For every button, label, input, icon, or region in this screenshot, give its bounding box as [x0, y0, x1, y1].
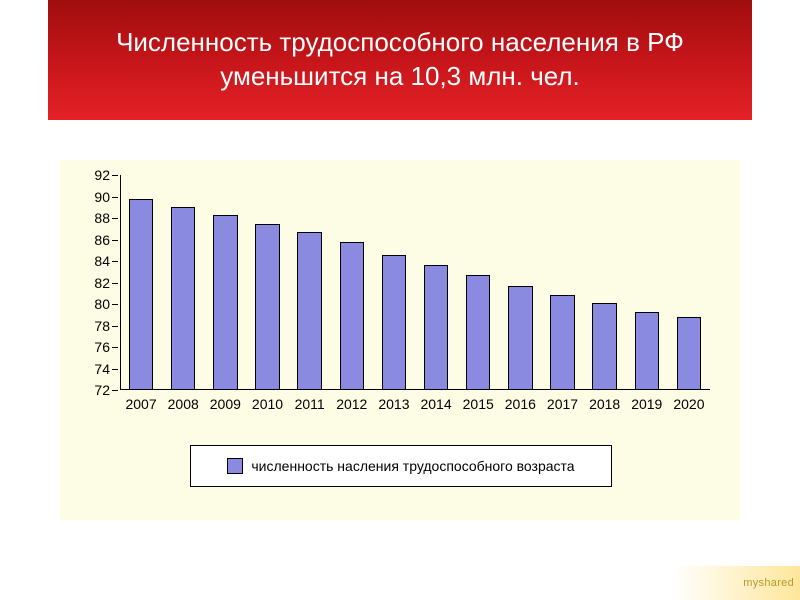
- y-tick: [112, 261, 118, 262]
- y-tick: [112, 218, 118, 219]
- bar: [340, 242, 364, 390]
- watermark: myshared: [670, 566, 800, 600]
- y-tick-label: 90: [94, 189, 110, 205]
- bar: [382, 255, 406, 390]
- chart-panel: 72 74 76 78 80 82 84 86 88 90 92 2007 2008 2009 2010 20…: [60, 160, 740, 520]
- y-tick: [112, 175, 118, 176]
- y-tick-label: 86: [94, 232, 110, 248]
- bar: [508, 286, 532, 390]
- legend-swatch: [227, 458, 243, 474]
- x-tick-label: 2012: [336, 396, 367, 412]
- bar: [171, 207, 195, 390]
- x-tick-label: 2008: [168, 396, 199, 412]
- y-tick-label: 92: [94, 167, 110, 183]
- bar: [129, 199, 153, 390]
- bar: [592, 303, 616, 390]
- x-tick-label: 2020: [673, 396, 704, 412]
- y-tick-label: 72: [94, 382, 110, 398]
- x-tick-label: 2014: [420, 396, 451, 412]
- chart-legend: численность насления трудоспособного воз…: [190, 445, 612, 487]
- bar: [255, 224, 279, 390]
- x-tick-label: 2017: [547, 396, 578, 412]
- slide-title: Численность трудоспособного населения в …: [48, 0, 752, 120]
- y-tick: [112, 240, 118, 241]
- y-tick-label: 84: [94, 253, 110, 269]
- y-axis: [120, 175, 121, 390]
- bar: [550, 295, 574, 390]
- bar: [424, 265, 448, 390]
- x-tick-label: 2013: [378, 396, 409, 412]
- legend-label: численность насления трудоспособного воз…: [251, 458, 574, 474]
- x-tick-label: 2009: [210, 396, 241, 412]
- x-tick-label: 2018: [589, 396, 620, 412]
- x-tick-label: 2011: [295, 396, 325, 412]
- y-tick: [112, 197, 118, 198]
- bar: [466, 275, 490, 390]
- x-tick-label: 2016: [505, 396, 536, 412]
- x-tick-label: 2019: [631, 396, 662, 412]
- y-tick: [112, 326, 118, 327]
- slide: Численность трудоспособного населения в …: [0, 0, 800, 600]
- bar-chart: 7274767880828486889092200720082009201020…: [120, 175, 710, 390]
- y-tick: [112, 283, 118, 284]
- y-tick-label: 88: [94, 210, 110, 226]
- y-tick: [112, 369, 118, 370]
- bar: [213, 215, 237, 390]
- bar: [677, 317, 701, 390]
- x-tick-label: 2007: [125, 396, 156, 412]
- x-tick-label: 2010: [252, 396, 283, 412]
- y-tick-label: 80: [94, 296, 110, 312]
- y-tick: [112, 390, 118, 391]
- y-tick-label: 74: [94, 361, 110, 377]
- y-tick-label: 78: [94, 318, 110, 334]
- bar: [297, 232, 321, 390]
- y-tick: [112, 304, 118, 305]
- y-tick: [112, 347, 118, 348]
- bar: [635, 312, 659, 390]
- x-tick-label: 2015: [463, 396, 494, 412]
- y-tick-label: 76: [94, 339, 110, 355]
- y-tick-label: 82: [94, 275, 110, 291]
- x-axis: [120, 389, 710, 390]
